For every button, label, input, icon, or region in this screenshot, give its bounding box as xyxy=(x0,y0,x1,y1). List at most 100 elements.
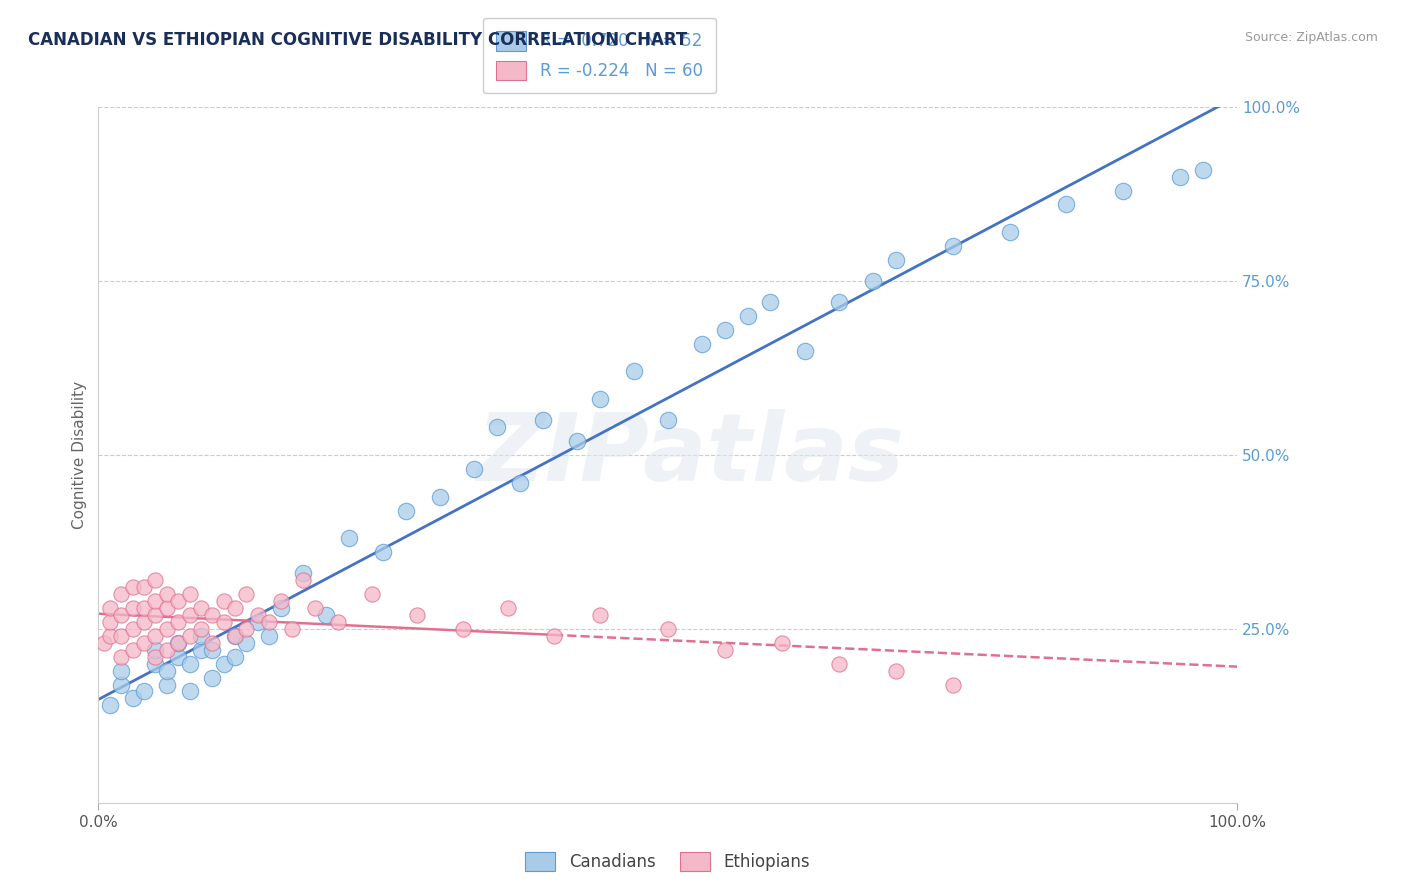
Point xyxy=(156,677,179,691)
Point xyxy=(770,636,793,650)
Point xyxy=(690,336,713,351)
Point xyxy=(281,622,304,636)
Point xyxy=(98,601,121,615)
Point xyxy=(429,490,451,504)
Point xyxy=(132,684,155,698)
Point xyxy=(326,615,349,629)
Point xyxy=(167,615,190,629)
Point xyxy=(156,622,179,636)
Point xyxy=(509,475,531,490)
Point xyxy=(565,434,588,448)
Point xyxy=(828,657,851,671)
Point xyxy=(360,587,382,601)
Point xyxy=(1056,197,1078,211)
Point xyxy=(942,677,965,691)
Point xyxy=(201,636,224,650)
Point xyxy=(623,364,645,378)
Point xyxy=(531,413,554,427)
Point xyxy=(498,601,520,615)
Point xyxy=(132,636,155,650)
Point xyxy=(110,677,132,691)
Point xyxy=(156,642,179,657)
Point xyxy=(246,607,269,622)
Point xyxy=(145,649,167,664)
Point xyxy=(121,580,143,594)
Point xyxy=(190,642,212,657)
Point xyxy=(190,629,212,643)
Text: ZIPatlas: ZIPatlas xyxy=(477,409,904,501)
Point xyxy=(862,274,884,288)
Point xyxy=(156,587,179,601)
Point xyxy=(179,657,201,671)
Point xyxy=(132,601,155,615)
Point xyxy=(179,607,201,622)
Point xyxy=(657,622,679,636)
Point xyxy=(235,636,257,650)
Point xyxy=(212,594,235,608)
Point xyxy=(270,601,292,615)
Point xyxy=(884,253,907,268)
Point xyxy=(942,239,965,253)
Point xyxy=(179,587,201,601)
Point xyxy=(201,607,224,622)
Point xyxy=(371,545,394,559)
Point xyxy=(714,323,737,337)
Point xyxy=(98,698,121,713)
Point xyxy=(406,607,429,622)
Point xyxy=(1192,162,1215,177)
Point xyxy=(179,684,201,698)
Point xyxy=(145,607,167,622)
Point xyxy=(588,607,610,622)
Point xyxy=(828,294,851,309)
Point xyxy=(167,636,190,650)
Point xyxy=(224,601,246,615)
Point xyxy=(121,642,143,657)
Point xyxy=(543,629,565,643)
Point xyxy=(93,636,115,650)
Legend: Canadians, Ethiopians: Canadians, Ethiopians xyxy=(519,846,817,878)
Point xyxy=(395,503,418,517)
Point xyxy=(759,294,782,309)
Point xyxy=(167,594,190,608)
Point xyxy=(224,649,246,664)
Point xyxy=(463,462,485,476)
Point xyxy=(121,622,143,636)
Point xyxy=(190,601,212,615)
Point xyxy=(270,594,292,608)
Point xyxy=(212,657,235,671)
Point xyxy=(132,615,155,629)
Point xyxy=(793,343,815,358)
Point xyxy=(110,607,132,622)
Point xyxy=(167,636,190,650)
Point xyxy=(145,657,167,671)
Point xyxy=(179,629,201,643)
Point xyxy=(486,420,509,434)
Point xyxy=(121,691,143,706)
Point xyxy=(145,594,167,608)
Point xyxy=(292,566,315,581)
Point xyxy=(451,622,474,636)
Point xyxy=(132,580,155,594)
Point xyxy=(224,629,246,643)
Point xyxy=(315,607,337,622)
Point xyxy=(235,587,257,601)
Point xyxy=(1170,169,1192,184)
Point xyxy=(337,532,360,546)
Point xyxy=(110,587,132,601)
Point xyxy=(259,629,281,643)
Point xyxy=(145,642,167,657)
Point xyxy=(714,642,737,657)
Point xyxy=(588,392,610,407)
Point xyxy=(110,664,132,678)
Point xyxy=(145,573,167,587)
Point xyxy=(98,629,121,643)
Point xyxy=(1112,184,1135,198)
Point xyxy=(98,615,121,629)
Point xyxy=(292,573,315,587)
Point xyxy=(884,664,907,678)
Point xyxy=(657,413,679,427)
Point xyxy=(110,649,132,664)
Point xyxy=(121,601,143,615)
Point xyxy=(156,601,179,615)
Point xyxy=(201,671,224,685)
